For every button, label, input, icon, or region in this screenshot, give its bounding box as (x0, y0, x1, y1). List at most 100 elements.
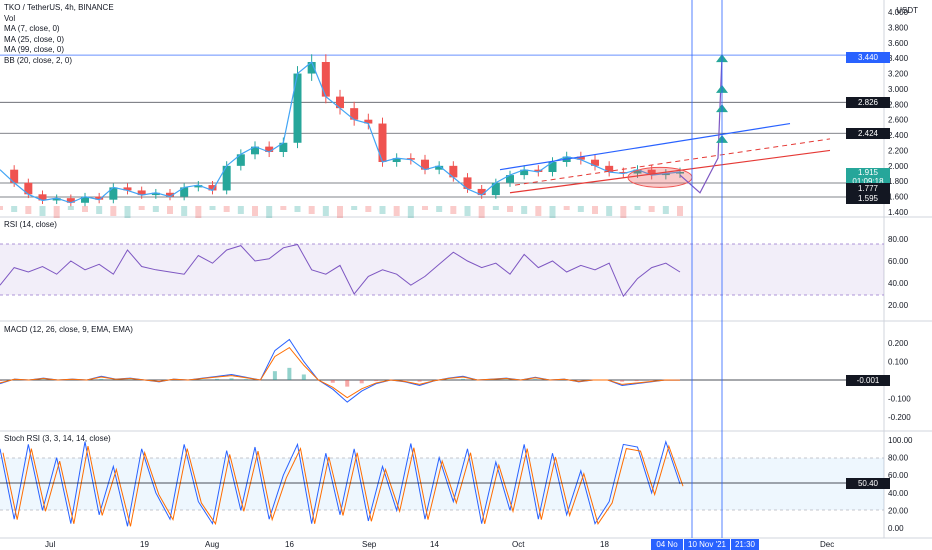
volume-bar (464, 206, 471, 216)
price-axis-label: 1.800 (888, 177, 909, 186)
volume-bar (662, 206, 669, 214)
macd-histogram-bar (533, 379, 538, 380)
date-tag-cursor2[interactable]: 10 Nov '21 (684, 539, 730, 550)
macd-histogram-bar (287, 367, 292, 380)
rsi-pane[interactable] (0, 243, 681, 298)
price-tag-3440[interactable]: 3.440 (846, 52, 890, 63)
macd-histogram-bar (649, 380, 654, 381)
rsi-axis-label: 40.00 (888, 279, 909, 288)
volume-bar (450, 206, 457, 214)
macd-axis-label: -0.200 (888, 413, 911, 422)
volume-bar (422, 206, 428, 210)
stoch-value-tag[interactable]: 50.40 (846, 478, 890, 489)
candle-body (151, 192, 160, 196)
candle-body (591, 159, 599, 166)
macd-histogram-bar (446, 379, 451, 380)
candle-body (180, 187, 189, 197)
rsi-title[interactable]: RSI (14, close) (4, 220, 57, 229)
candle-body (236, 154, 245, 166)
volume-bar (634, 206, 641, 210)
volume-bar (677, 206, 683, 216)
macd-histogram-bar (0, 380, 2, 382)
macd-histogram-bar (128, 379, 133, 380)
candle-body (293, 73, 302, 143)
time-axis-label: 16 (285, 540, 294, 549)
candle-body (491, 182, 500, 196)
macd-histogram-bar (157, 380, 162, 381)
volume-bar (167, 206, 173, 214)
price-tag-2424[interactable]: 2.424 (846, 128, 890, 139)
chart-legend: TKO / TetherUS, 4h, BINANCE Vol MA (7, c… (4, 3, 114, 66)
price-axis-label: 1.600 (888, 193, 909, 202)
time-axis-label: Jul (45, 540, 55, 549)
macd-value-tag[interactable]: -0.001 (846, 375, 890, 386)
volume-bar (620, 206, 627, 218)
candle-body (392, 158, 401, 162)
macd-histogram-bar (403, 380, 408, 381)
time-axis-label: 14 (430, 540, 439, 549)
volume-bar (521, 206, 528, 214)
volume-bar (266, 206, 273, 218)
current-price-tag[interactable]: 1.915 01:09:18 (846, 168, 890, 187)
macd-axis-label: -0.100 (888, 394, 911, 403)
volume-bar (379, 206, 386, 214)
candle-body (24, 182, 33, 195)
volume-bar (124, 206, 131, 218)
price-tag-1777[interactable]: 1.777 (846, 183, 890, 194)
candle-body (633, 169, 642, 174)
candle-body (350, 108, 359, 120)
candle-body (137, 190, 146, 196)
candle-body (647, 169, 656, 176)
candle-body (321, 62, 330, 97)
stoch-d-line (2, 444, 684, 527)
indicator-ma99[interactable]: MA (99, close, 0) (4, 45, 65, 54)
date-tag-cursor1[interactable]: 04 No (651, 539, 683, 550)
stoch-axis-label: 40.00 (888, 489, 909, 498)
indicator-bb[interactable]: BB (20, close, 2, 0) (4, 55, 73, 65)
trendline-upper (499, 122, 791, 171)
candle-body (251, 146, 259, 155)
volume-bar (138, 206, 145, 210)
price-tag-2826[interactable]: 2.826 (846, 97, 890, 108)
volume-label[interactable]: Vol (4, 13, 16, 23)
candle-body (81, 196, 89, 203)
volume-bar (294, 206, 301, 212)
stoch-k-line (0, 440, 681, 527)
volume-bar (11, 206, 18, 212)
volume-bar (407, 206, 414, 218)
volume-bar (507, 206, 513, 212)
volume-bar (209, 206, 216, 210)
bar-countdown: 01:09:18 (852, 177, 884, 186)
price-axis-label: 2.800 (888, 100, 909, 109)
currency-label: USDT (896, 6, 918, 15)
candle-body (534, 169, 543, 172)
volume-bar (478, 206, 485, 218)
macd-title[interactable]: MACD (12, 26, close, 9, EMA, EMA) (4, 325, 133, 334)
price-pane[interactable] (0, 54, 884, 218)
stoch-axis-label: 20.00 (888, 506, 909, 515)
macd-pane[interactable] (0, 338, 884, 403)
macd-histogram-bar (41, 379, 46, 380)
candle-body (265, 146, 274, 152)
volume-bar (337, 206, 343, 218)
price-axis-label: 3.800 (888, 23, 909, 32)
symbol-line[interactable]: TKO / TetherUS, 4h, BINANCE (4, 3, 114, 12)
volume-bar (280, 206, 287, 210)
stoch-title[interactable]: Stoch RSI (3, 3, 14, 14, close) (4, 434, 111, 443)
time-tag[interactable]: 21:30 (731, 539, 759, 550)
volume-bar (96, 206, 103, 214)
candle-body (109, 187, 118, 200)
stoch-pane[interactable] (0, 440, 884, 527)
candle-body (406, 158, 415, 160)
indicator-ma7[interactable]: MA (7, close, 0) (4, 24, 60, 33)
candle-body (364, 119, 373, 124)
candle-body (661, 173, 670, 176)
drawings-overlay[interactable] (499, 0, 831, 538)
ma25-line (0, 61, 681, 204)
time-axis-label: 19 (140, 540, 149, 549)
indicator-ma25[interactable]: MA (25, close, 0) (4, 34, 65, 44)
candle-body (520, 169, 529, 176)
price-tag-1595[interactable]: 1.595 (846, 193, 890, 204)
rsi-line (0, 243, 681, 298)
